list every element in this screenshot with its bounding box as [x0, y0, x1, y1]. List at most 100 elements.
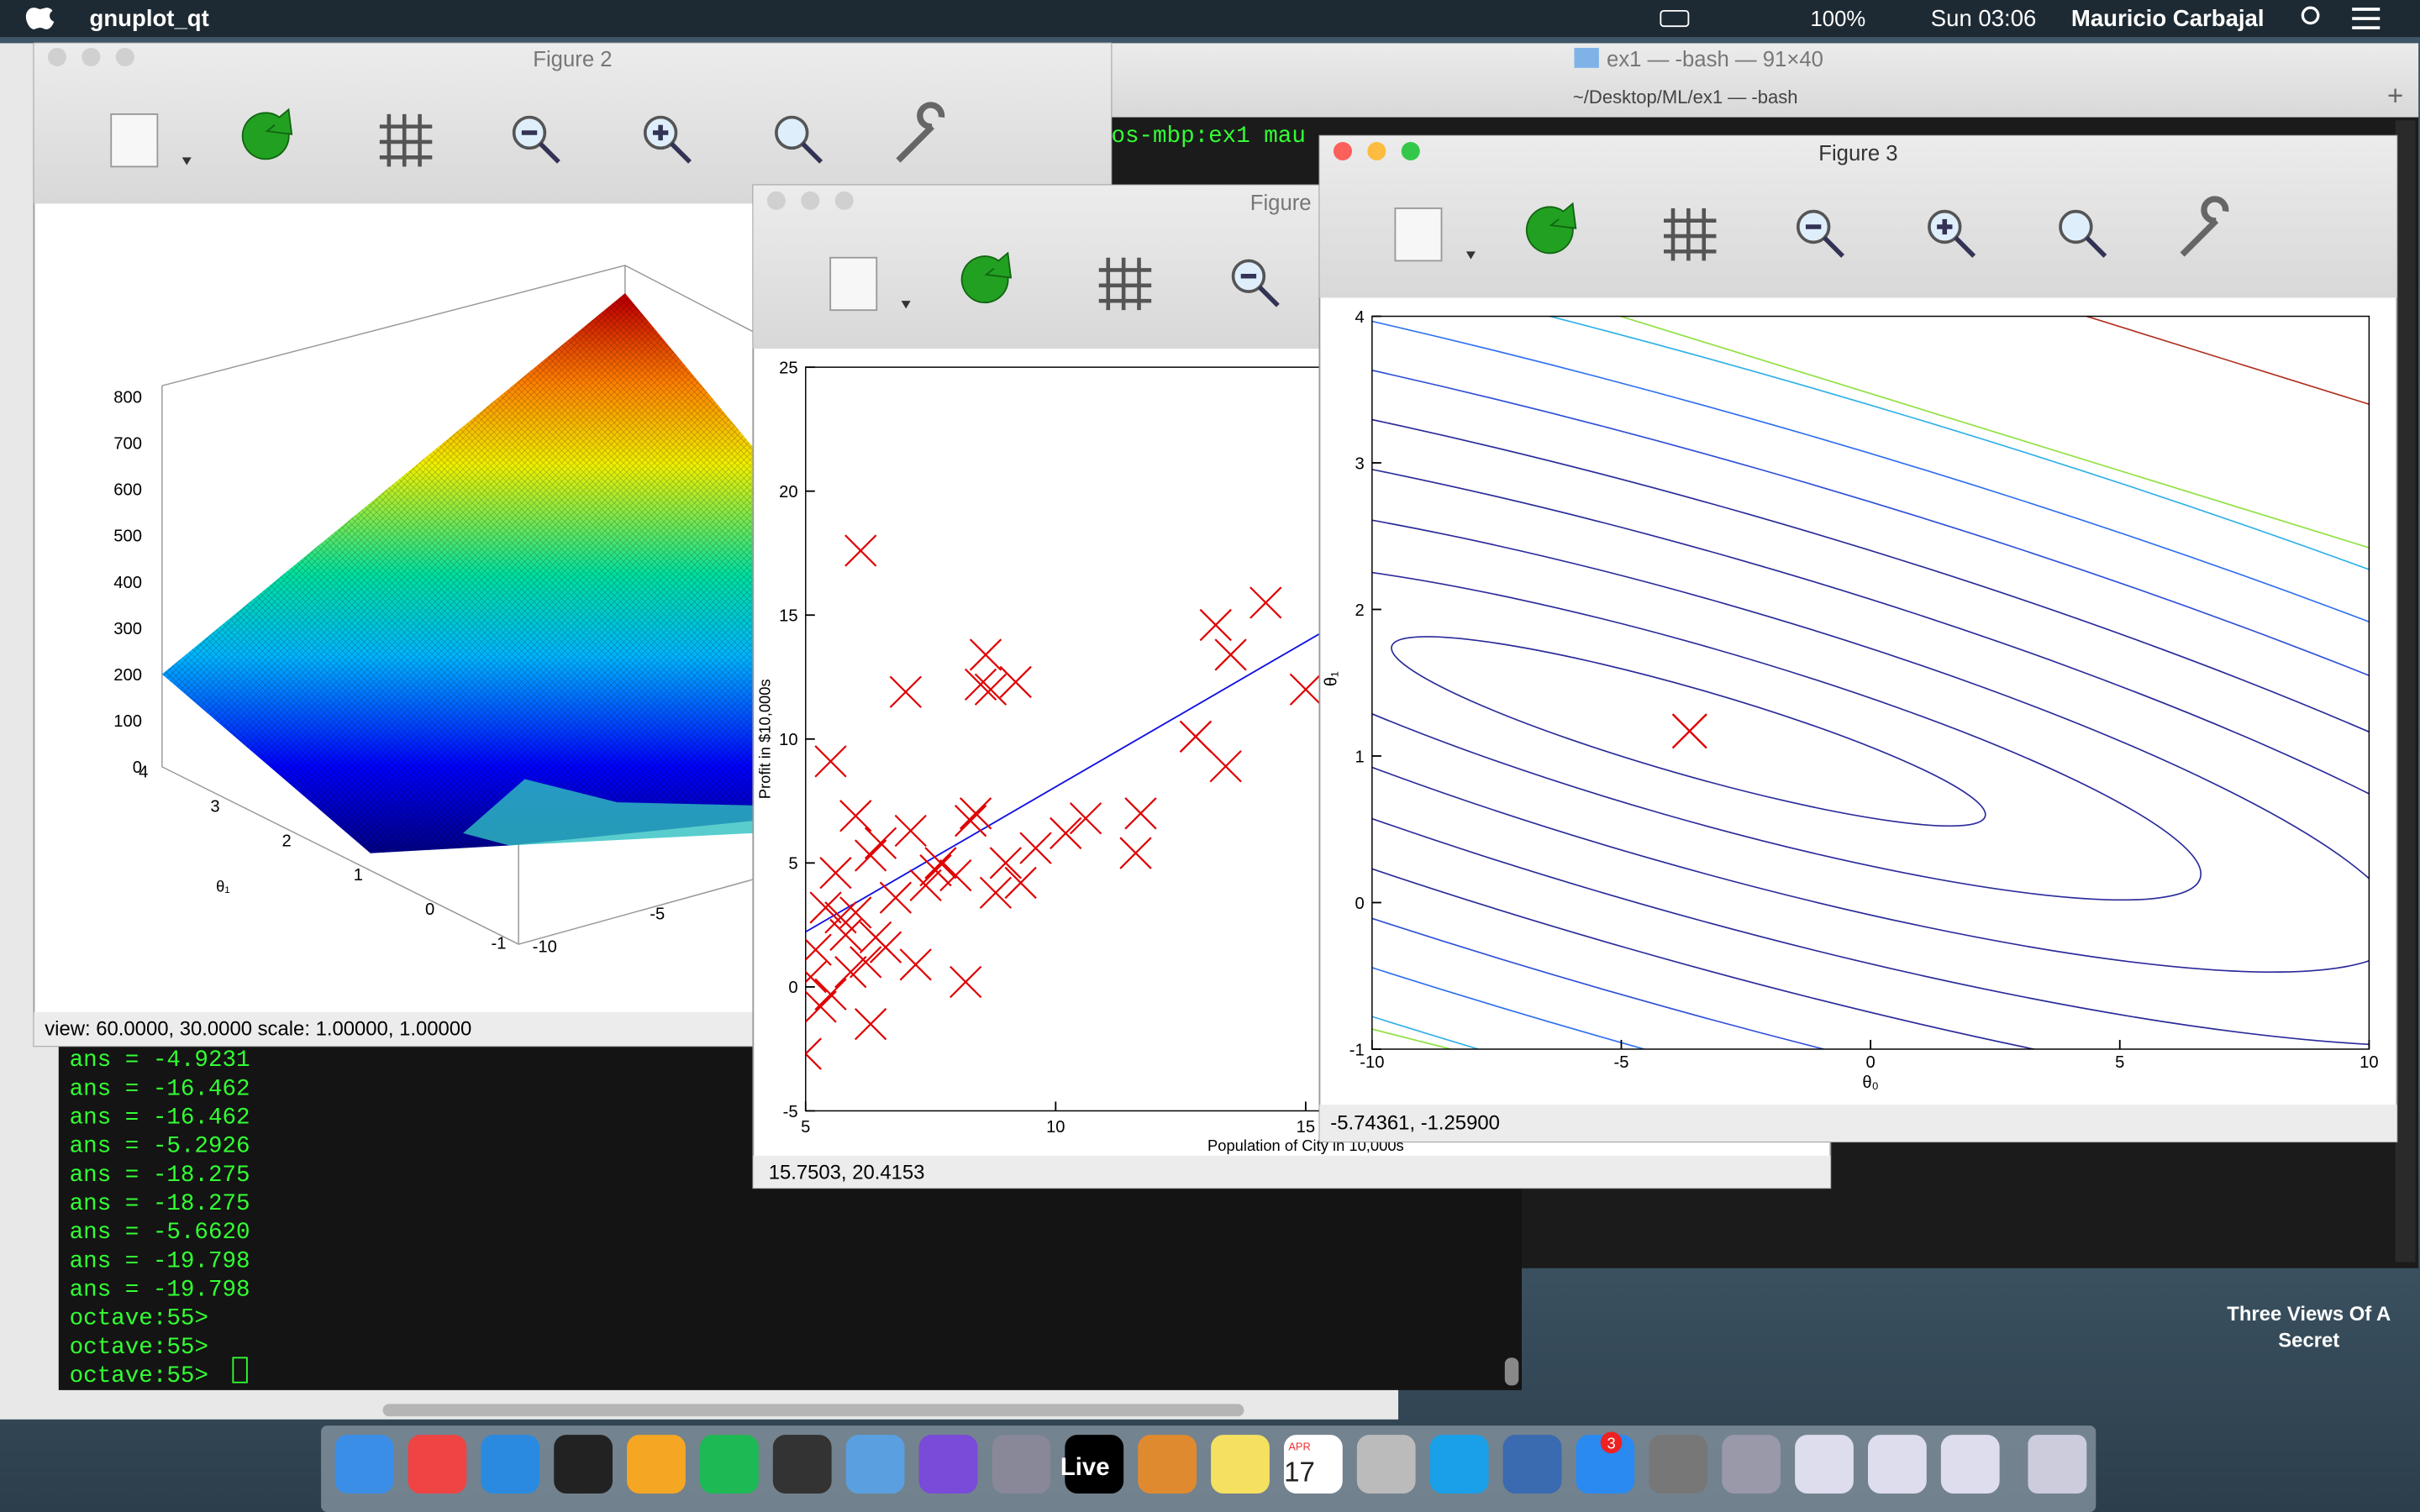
zoom-handle[interactable]	[801, 141, 823, 164]
terminal-line: ans = -5.6620	[70, 1220, 250, 1246]
y-axis-label: θ₁	[1323, 671, 1341, 686]
dock-icon[interactable]	[699, 1435, 759, 1494]
data-point	[950, 965, 982, 999]
y-tick-label: 3	[210, 797, 219, 816]
terminal-line: octave:55>	[70, 1335, 208, 1361]
x-tick-label: -5	[650, 906, 665, 924]
dock-icon[interactable]	[1138, 1435, 1197, 1494]
minimum-marker	[1671, 713, 1707, 749]
zoom-reset-button[interactable]	[775, 115, 809, 150]
data-point	[814, 978, 847, 1011]
scrollbar[interactable]	[2395, 120, 2416, 1263]
z-tick-label: 200	[113, 666, 142, 685]
dock-icon[interactable]	[1722, 1435, 1781, 1494]
dock-label[interactable]: Live	[1060, 1453, 1110, 1481]
dock-icon[interactable]	[334, 1435, 394, 1494]
zoom-reset-button[interactable]	[2059, 209, 2093, 244]
data-point	[919, 854, 952, 887]
data-point	[1050, 816, 1082, 850]
window-title: ex1 — -bash — 91×40	[1607, 48, 1823, 71]
badge-count: 3	[1607, 1435, 1615, 1452]
desktop-label[interactable]: Three Views Of A	[2227, 1303, 2391, 1326]
dock-icon[interactable]	[627, 1435, 686, 1494]
dock-icon[interactable]	[1429, 1435, 1489, 1494]
window-controls[interactable]	[1333, 141, 1420, 161]
data-point	[1289, 673, 1322, 706]
settings-button[interactable]	[896, 102, 945, 163]
grid-button[interactable]	[379, 113, 433, 167]
data-point	[969, 638, 1002, 671]
status-icon[interactable]	[1660, 9, 1690, 28]
zoom-handle[interactable]	[1805, 224, 1845, 258]
desktop-label[interactable]: Secret	[2278, 1329, 2339, 1352]
scrollbar[interactable]	[382, 1404, 1244, 1417]
z-tick-label: 0	[133, 759, 142, 777]
dock-label[interactable]: APR	[1288, 1441, 1310, 1453]
y-tick-label: 3	[1355, 454, 1364, 473]
terminal-line: ans = -18.275	[70, 1163, 250, 1189]
settings-button[interactable]	[2180, 196, 2229, 257]
y-tick-label: 4	[1355, 308, 1364, 327]
grid-button[interactable]	[1664, 207, 1717, 261]
notification-center[interactable]	[2352, 8, 2381, 29]
data-point	[864, 827, 897, 859]
dock-icon[interactable]	[992, 1435, 1051, 1494]
dock-icon[interactable]	[845, 1435, 905, 1494]
dock-icon[interactable]	[1211, 1435, 1270, 1494]
apple-menu[interactable]	[25, 8, 55, 29]
grid-button[interactable]	[1098, 257, 1152, 311]
zoom-handle[interactable]	[2085, 235, 2107, 258]
export-button[interactable]	[110, 113, 159, 168]
export-arrow[interactable]	[1465, 251, 1476, 260]
new-tab-button[interactable]: +	[2387, 81, 2403, 112]
data-point	[850, 946, 882, 979]
export-arrow[interactable]	[182, 157, 192, 165]
dock-label[interactable]: 17	[1284, 1457, 1315, 1488]
dock-icon[interactable]	[918, 1435, 978, 1494]
dock-icon[interactable]	[1940, 1435, 2000, 1494]
scatter-points	[805, 534, 1322, 1070]
x-tick-label: 10	[2360, 1053, 2378, 1072]
dock-icon[interactable]	[772, 1435, 832, 1494]
scrollbar[interactable]	[1504, 1357, 1519, 1386]
dock-icon[interactable]	[1576, 1435, 1635, 1494]
battery[interactable]: 100%	[1810, 8, 1865, 31]
tab-title[interactable]: ~/Desktop/ML/ex1 — -bash	[1573, 87, 1798, 108]
clock[interactable]: Sun 03:06	[1931, 5, 2037, 31]
spotlight[interactable]	[2301, 6, 2320, 25]
dock-icon[interactable]	[2028, 1435, 2087, 1494]
dock-icon[interactable]	[408, 1435, 467, 1494]
dock-icon[interactable]	[481, 1435, 540, 1494]
y-tick-label: 0	[425, 900, 434, 919]
dock-icon[interactable]	[1502, 1435, 1562, 1494]
replot-button[interactable]	[1525, 202, 1577, 255]
dock-icon[interactable]	[1795, 1435, 1854, 1494]
export-arrow[interactable]	[901, 301, 911, 309]
dock-icon[interactable]	[554, 1435, 613, 1494]
zoom-handle[interactable]	[1240, 274, 1280, 307]
window-controls[interactable]	[766, 191, 854, 210]
z-tick-label: 700	[113, 434, 142, 453]
dock-icon[interactable]	[1283, 1435, 1343, 1494]
dock-icon[interactable]	[1868, 1435, 1927, 1494]
replot-button[interactable]	[241, 108, 293, 160]
zoom-handle[interactable]	[652, 124, 692, 164]
dock-icon[interactable]	[1356, 1435, 1416, 1494]
zoom-handle[interactable]	[521, 130, 560, 164]
data-point	[999, 665, 1032, 699]
x-tick-label: -10	[1360, 1053, 1384, 1072]
data-point	[979, 876, 1013, 909]
zoom-handle[interactable]	[1937, 218, 1976, 258]
export-button[interactable]	[829, 256, 878, 312]
app-menu[interactable]: gnuplot_qt	[90, 5, 209, 31]
y-tick-label: 1	[354, 866, 363, 885]
export-button[interactable]	[1394, 207, 1443, 262]
user-menu[interactable]: Mauricio Carbajal	[2071, 5, 2265, 31]
replot-button[interactable]	[960, 251, 1013, 304]
y-tick-label: 4	[139, 764, 148, 782]
dock-icon[interactable]	[1649, 1435, 1708, 1494]
data-point	[859, 921, 892, 954]
window-controls[interactable]	[47, 47, 134, 66]
dock-icon[interactable]	[1065, 1435, 1124, 1494]
